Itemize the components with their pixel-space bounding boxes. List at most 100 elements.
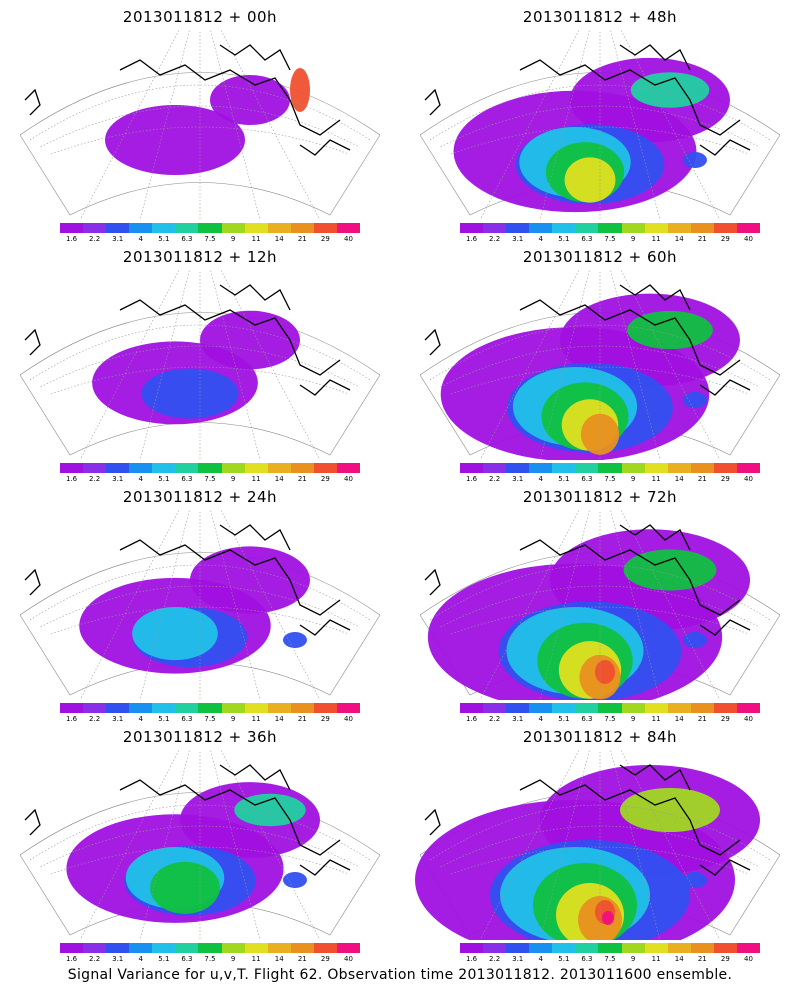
colorbar-swatch <box>736 943 761 953</box>
colorbar-swatch <box>621 943 645 953</box>
colorbar-swatch <box>83 943 107 953</box>
colorbar-swatch <box>129 463 153 473</box>
colorbar-tick-label: 4 <box>138 475 143 483</box>
coastline <box>619 284 691 311</box>
colorbar-tick-label: 3.1 <box>112 715 124 723</box>
colorbar-tick-label: 9 <box>630 955 636 963</box>
colorbar-swatch <box>736 463 761 473</box>
colorbar-tick-label: 11 <box>251 235 261 243</box>
latitude-line <box>440 345 760 388</box>
map-panel-00h: 2013011812 + 00h 1.6 2.2 3.1 4 5.1 6.3 7.5 9 11 1… <box>0 0 400 243</box>
coastlines <box>24 764 351 876</box>
colorbar <box>460 703 761 713</box>
colorbar-tick-label: 1.6 <box>465 235 478 243</box>
colorbar-tick-label: 14 <box>674 715 684 723</box>
colorbar <box>60 943 361 953</box>
graticule <box>29 510 371 700</box>
colorbar-swatch <box>667 463 691 473</box>
colorbar-swatch <box>313 703 337 713</box>
variance-field <box>453 57 730 213</box>
colorbar-swatch <box>60 703 84 713</box>
colorbar-swatch <box>713 463 737 473</box>
variance-contour <box>602 911 614 925</box>
colorbar-tick-label: 14 <box>674 235 684 243</box>
colorbar-swatch <box>106 223 130 233</box>
panel-title: 2013011812 + 72h <box>522 488 678 506</box>
colorbar-tick-label: 3.1 <box>112 955 124 963</box>
variance-contour <box>210 75 290 125</box>
latitude-line <box>440 105 760 148</box>
variance-contour <box>290 68 310 112</box>
variance-contour <box>595 660 615 684</box>
colorbar-swatch <box>483 703 507 713</box>
colorbar-tick-label: 40 <box>343 475 353 483</box>
longitude-line <box>620 270 721 460</box>
colorbar-swatch <box>460 463 484 473</box>
colorbar-swatch <box>690 463 714 473</box>
coastline <box>619 44 691 71</box>
colorbar-tick-label: 11 <box>251 475 261 483</box>
longitude-line <box>620 30 721 220</box>
colorbar-swatch <box>152 943 176 953</box>
colorbar-tick-label: 21 <box>697 715 707 723</box>
colorbar-tick-label: 3.1 <box>512 715 524 723</box>
colorbar-tick-label: 29 <box>320 715 330 723</box>
panel-title: 2013011812 + 84h <box>522 728 678 746</box>
variance-contour <box>683 152 707 168</box>
colorbar-tick-label: 2.2 <box>89 715 101 723</box>
colorbar-swatch <box>483 223 507 233</box>
colorbar-tick-label: 5.1 <box>558 235 570 243</box>
colorbar-tick-label: 9 <box>230 955 236 963</box>
coastline <box>424 568 441 596</box>
coastline <box>24 808 41 836</box>
colorbar-tick-label: 11 <box>651 235 661 243</box>
colorbar-tick-label: 2.2 <box>489 715 501 723</box>
coastline <box>699 619 751 636</box>
colorbar-labels: 1.6 2.2 3.1 4 5.1 6.3 7.5 9 11 14 21 29 40 <box>60 475 360 485</box>
panel-title: 2013011812 + 24h <box>122 488 278 506</box>
coastline <box>24 568 41 596</box>
colorbar-tick-label: 3.1 <box>112 475 124 483</box>
colorbar <box>60 463 361 473</box>
colorbar-tick-label: 4 <box>538 955 543 963</box>
variance-contour <box>620 788 720 832</box>
coastline <box>119 779 341 856</box>
longitude-line <box>620 750 721 940</box>
colorbar-swatch <box>621 463 645 473</box>
coastlines <box>424 44 751 156</box>
colorbar-tick-label: 21 <box>297 955 307 963</box>
colorbar-swatch <box>621 223 645 233</box>
colorbar-swatch <box>244 223 268 233</box>
colorbar <box>460 223 761 233</box>
colorbar-tick-label: 5.1 <box>158 955 170 963</box>
longitude-line <box>479 510 580 700</box>
map-panel-72h: 2013011812 + 72h 1.6 2.2 3.1 4 5.1 6.3 7.5 9 11 1… <box>400 480 800 723</box>
colorbar-swatch <box>690 223 714 233</box>
colorbar-swatch <box>621 703 645 713</box>
latitude-line <box>450 126 750 155</box>
colorbar-tick-label: 14 <box>274 235 284 243</box>
colorbar-tick-label: 29 <box>720 955 730 963</box>
colorbar-swatch <box>129 223 153 233</box>
colorbar-swatch <box>106 943 130 953</box>
colorbar-tick-label: 29 <box>320 475 330 483</box>
colorbar-tick-label: 6.3 <box>181 955 193 963</box>
latitude-line <box>50 846 350 875</box>
latitude-line <box>40 825 360 868</box>
colorbar-swatch <box>83 703 107 713</box>
coastline <box>699 859 751 876</box>
colorbar-tick-label: 5.1 <box>158 475 170 483</box>
colorbar <box>60 703 361 713</box>
colorbar-tick-label: 7.5 <box>204 715 216 723</box>
colorbar-swatch <box>290 223 314 233</box>
latitude-line <box>450 606 750 635</box>
colorbar-swatch <box>460 223 484 233</box>
colorbar-swatch <box>336 223 361 233</box>
colorbar-swatch <box>60 223 84 233</box>
colorbar-tick-label: 9 <box>230 475 236 483</box>
coastline <box>424 88 441 116</box>
colorbar-swatch <box>244 463 268 473</box>
map-panel-60h: 2013011812 + 60h 1.6 2.2 3.1 4 5.1 6.3 7.5 9 11 1… <box>400 240 800 483</box>
graticule <box>29 30 371 220</box>
colorbar-tick-label: 2.2 <box>89 955 101 963</box>
